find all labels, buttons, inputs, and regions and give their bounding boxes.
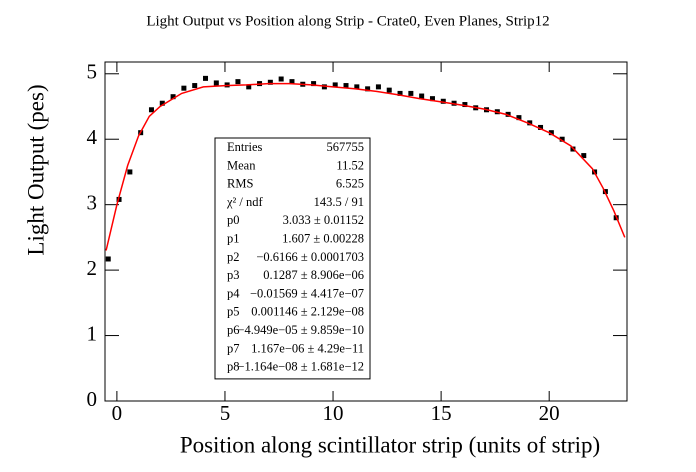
data-point xyxy=(332,82,338,88)
data-point xyxy=(375,84,381,90)
data-point xyxy=(127,169,133,175)
data-point xyxy=(203,75,209,81)
stats-label: p6 xyxy=(227,323,240,337)
y-tick-label: 3 xyxy=(87,190,98,214)
stats-label: p0 xyxy=(227,213,240,227)
data-point xyxy=(235,79,241,85)
data-point xyxy=(419,93,425,99)
chart-title: Light Output vs Position along Strip - C… xyxy=(146,13,549,29)
y-tick-label: 2 xyxy=(87,256,98,280)
stats-label: RMS xyxy=(227,177,253,191)
data-point xyxy=(538,124,544,130)
x-tick-label: 5 xyxy=(220,401,231,425)
stats-value: 567755 xyxy=(327,140,365,154)
data-point xyxy=(289,79,295,85)
x-tick-label: 20 xyxy=(539,401,560,425)
stats-value: −1.164e−08 ± 1.681e−12 xyxy=(237,360,364,374)
data-point xyxy=(311,81,317,87)
data-point xyxy=(213,80,219,86)
stats-value: 3.033 ± 0.01152 xyxy=(283,213,364,227)
data-point xyxy=(440,98,446,104)
data-point xyxy=(397,90,403,96)
data-point xyxy=(386,87,392,93)
data-point xyxy=(365,86,371,92)
stats-value: −0.01569 ± 4.417e−07 xyxy=(250,286,364,300)
y-tick-label: 5 xyxy=(87,60,98,84)
data-point xyxy=(148,107,154,113)
stats-label: p2 xyxy=(227,250,240,264)
x-tick-label: 10 xyxy=(323,401,344,425)
data-point xyxy=(246,84,252,90)
data-point xyxy=(505,111,511,117)
data-point xyxy=(548,130,554,136)
stats-label: p7 xyxy=(227,341,240,355)
data-point xyxy=(278,76,284,82)
plot-frame xyxy=(104,61,628,402)
data-point xyxy=(354,84,360,90)
stats-label: Mean xyxy=(227,158,256,172)
data-point xyxy=(192,83,198,89)
stats-value: 11.52 xyxy=(336,158,364,172)
stats-label: p3 xyxy=(227,268,240,282)
data-point xyxy=(343,83,349,89)
stats-value: 0.1287 ± 8.906e−06 xyxy=(263,268,364,282)
stats-value: −4.949e−05 ± 9.859e−10 xyxy=(237,323,364,337)
data-point xyxy=(321,84,327,90)
y-tick-label: 1 xyxy=(87,321,98,345)
stats-label: p1 xyxy=(227,232,240,246)
y-tick-label: 0 xyxy=(87,387,98,411)
stats-label: Entries xyxy=(227,140,263,154)
x-tick-label: 15 xyxy=(431,401,452,425)
data-point xyxy=(159,100,165,106)
stats-value: 1.167e−06 ± 4.29e−11 xyxy=(251,341,364,355)
stats-label: p8 xyxy=(227,360,240,374)
data-point xyxy=(527,120,533,126)
data-point xyxy=(429,96,435,102)
stats-value: 1.607 ± 0.00228 xyxy=(282,232,364,246)
data-point xyxy=(462,102,468,108)
y-axis-title: Light Output (pes) xyxy=(23,84,48,255)
fit-curve xyxy=(105,82,626,251)
y-tick-label: 4 xyxy=(87,125,98,149)
data-point xyxy=(516,115,522,121)
data-point xyxy=(408,90,414,96)
stats-value: 143.5 / 91 xyxy=(314,195,364,209)
stats-value: 0.001146 ± 2.129e−08 xyxy=(251,305,364,319)
x-tick-label: 0 xyxy=(112,401,123,425)
x-axis-title: Position along scintillator strip (units… xyxy=(180,432,600,457)
stats-value: 6.525 xyxy=(336,177,364,191)
stats-box xyxy=(214,137,371,380)
data-point xyxy=(181,85,187,91)
data-point xyxy=(170,94,176,100)
data-point xyxy=(267,79,273,85)
data-point xyxy=(581,153,587,159)
stats-label: p4 xyxy=(227,286,240,300)
data-point xyxy=(105,256,111,262)
stats-label: χ² / ndf xyxy=(226,195,264,209)
data-point xyxy=(559,136,565,142)
stats-value: −0.6166 ± 0.0001703 xyxy=(256,250,364,264)
stats-label: p5 xyxy=(227,305,240,319)
